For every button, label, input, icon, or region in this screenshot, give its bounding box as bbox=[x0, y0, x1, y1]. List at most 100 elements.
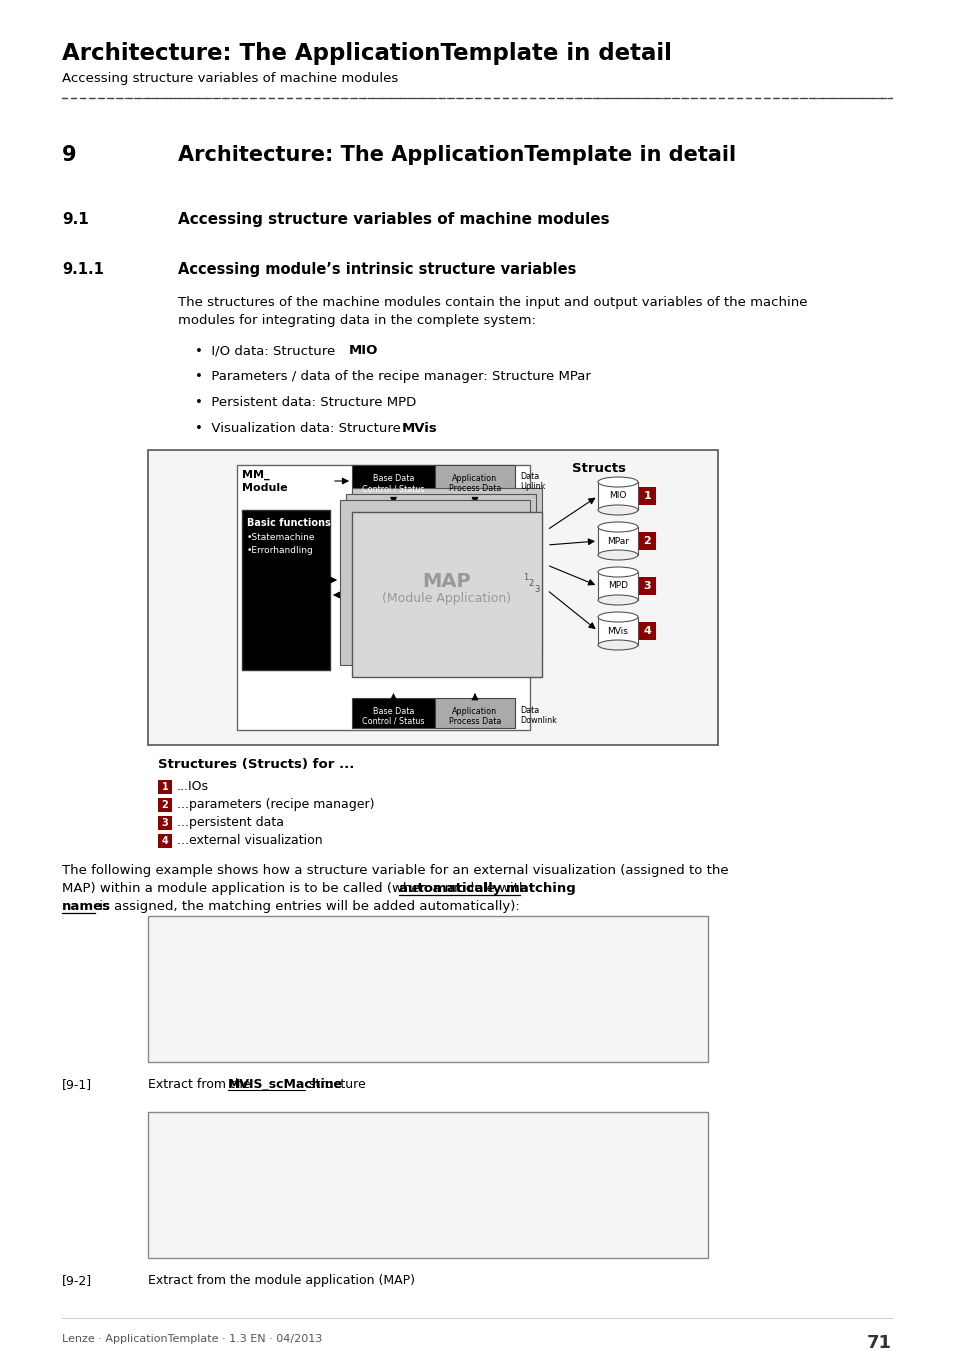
Text: Accessing structure variables of machine modules: Accessing structure variables of machine… bbox=[178, 212, 609, 227]
Bar bbox=[352, 698, 435, 728]
Text: MAP: MAP bbox=[422, 572, 471, 591]
Text: 9.1.1: 9.1.1 bbox=[62, 262, 104, 277]
Text: Uplink: Uplink bbox=[519, 482, 545, 491]
Text: MPD: MPD bbox=[607, 582, 627, 590]
Ellipse shape bbox=[598, 505, 638, 514]
Bar bbox=[639, 487, 656, 505]
Text: Architecture: The ApplicationTemplate in detail: Architecture: The ApplicationTemplate in… bbox=[62, 42, 671, 65]
Text: Base Data: Base Data bbox=[373, 707, 414, 716]
Bar bbox=[148, 1112, 707, 1258]
Text: is assigned, the matching entries will be added automatically):: is assigned, the matching entries will b… bbox=[95, 900, 519, 913]
Text: ...parameters (recipe manager): ...parameters (recipe manager) bbox=[177, 798, 375, 811]
Text: Application: Application bbox=[452, 707, 497, 716]
Text: The following example shows how a structure variable for an external visualizati: The following example shows how a struct… bbox=[62, 864, 728, 878]
Text: Architecture: The ApplicationTemplate in detail: Architecture: The ApplicationTemplate in… bbox=[178, 144, 736, 165]
Text: ...external visualization: ...external visualization bbox=[177, 834, 322, 846]
Text: Module: Module bbox=[242, 483, 287, 493]
Text: Accessing structure variables of machine modules: Accessing structure variables of machine… bbox=[62, 72, 397, 85]
Bar bbox=[598, 526, 638, 555]
Text: Accessing module’s intrinsic structure variables: Accessing module’s intrinsic structure v… bbox=[178, 262, 576, 277]
Text: modules for integrating data in the complete system:: modules for integrating data in the comp… bbox=[178, 315, 536, 327]
Ellipse shape bbox=[598, 549, 638, 560]
Bar bbox=[352, 464, 435, 497]
Text: 2: 2 bbox=[528, 579, 534, 587]
Bar bbox=[598, 482, 638, 510]
Text: •  Persistent data: Structure MPD: • Persistent data: Structure MPD bbox=[194, 396, 416, 409]
Text: Data: Data bbox=[519, 472, 538, 481]
Text: Structures (Structs) for ...: Structures (Structs) for ... bbox=[158, 757, 354, 771]
Bar bbox=[236, 464, 530, 730]
Text: Extract from the: Extract from the bbox=[148, 1079, 254, 1091]
Text: 4: 4 bbox=[643, 626, 651, 636]
Bar bbox=[339, 500, 530, 666]
Text: Extract from the module application (MAP): Extract from the module application (MAP… bbox=[148, 1274, 415, 1287]
Bar bbox=[346, 494, 536, 659]
Text: •Errorhandling: •Errorhandling bbox=[247, 545, 314, 555]
Bar bbox=[158, 815, 172, 830]
Bar bbox=[639, 576, 656, 595]
Text: MAP) within a module application is to be called (when a module with: MAP) within a module application is to b… bbox=[62, 882, 531, 895]
Text: 9: 9 bbox=[62, 144, 76, 165]
Bar bbox=[158, 780, 172, 794]
Text: Application: Application bbox=[452, 474, 497, 483]
Bar bbox=[435, 698, 515, 728]
Text: •  I/O data: Structure: • I/O data: Structure bbox=[194, 344, 339, 356]
Text: 4: 4 bbox=[161, 836, 168, 846]
Text: •Statemachine: •Statemachine bbox=[247, 533, 315, 541]
Text: 3: 3 bbox=[534, 585, 539, 594]
Bar bbox=[639, 622, 656, 640]
Text: ...persistent data: ...persistent data bbox=[177, 815, 284, 829]
Text: Process Data: Process Data bbox=[448, 717, 500, 726]
Text: Structs: Structs bbox=[572, 462, 625, 475]
Text: 2: 2 bbox=[643, 536, 651, 545]
Text: 3: 3 bbox=[161, 818, 168, 828]
Text: Control / Status: Control / Status bbox=[362, 485, 424, 493]
Ellipse shape bbox=[598, 477, 638, 487]
Text: MVIS_scMachine: MVIS_scMachine bbox=[228, 1079, 343, 1091]
Text: MVis: MVis bbox=[607, 626, 628, 636]
Text: MPar: MPar bbox=[606, 536, 628, 545]
Text: Base Data: Base Data bbox=[373, 474, 414, 483]
Text: 2: 2 bbox=[161, 801, 168, 810]
Text: Control / Status: Control / Status bbox=[362, 717, 424, 726]
Text: 1: 1 bbox=[161, 782, 168, 792]
Text: •  Parameters / data of the recipe manager: Structure MPar: • Parameters / data of the recipe manage… bbox=[194, 370, 590, 383]
Text: Data: Data bbox=[519, 706, 538, 716]
Bar bbox=[598, 572, 638, 599]
Bar bbox=[158, 798, 172, 811]
Text: automatically matching: automatically matching bbox=[398, 882, 576, 895]
Ellipse shape bbox=[598, 595, 638, 605]
Text: 3: 3 bbox=[643, 580, 651, 591]
Bar bbox=[148, 450, 718, 745]
Text: 9.1: 9.1 bbox=[62, 212, 89, 227]
Text: names: names bbox=[62, 900, 111, 913]
Ellipse shape bbox=[598, 567, 638, 576]
Text: MIO: MIO bbox=[349, 344, 378, 356]
Bar bbox=[158, 834, 172, 848]
Text: [9-1]: [9-1] bbox=[62, 1079, 92, 1091]
Ellipse shape bbox=[598, 612, 638, 622]
Text: The structures of the machine modules contain the input and output variables of : The structures of the machine modules co… bbox=[178, 296, 806, 309]
Text: Lenze · ApplicationTemplate · 1.3 EN · 04/2013: Lenze · ApplicationTemplate · 1.3 EN · 0… bbox=[62, 1334, 322, 1345]
Ellipse shape bbox=[598, 522, 638, 532]
Text: Process Data: Process Data bbox=[448, 485, 500, 493]
Text: •  Visualization data: Structure: • Visualization data: Structure bbox=[194, 423, 405, 435]
Text: MVis: MVis bbox=[401, 423, 437, 435]
Text: 71: 71 bbox=[866, 1334, 891, 1350]
Text: Basic functions:: Basic functions: bbox=[247, 518, 335, 528]
Ellipse shape bbox=[598, 640, 638, 649]
Text: structure: structure bbox=[305, 1079, 365, 1091]
Bar bbox=[639, 532, 656, 549]
Text: [9-2]: [9-2] bbox=[62, 1274, 92, 1287]
Text: MIO: MIO bbox=[609, 491, 626, 501]
Text: (Module Application): (Module Application) bbox=[382, 593, 511, 605]
Text: ...IOs: ...IOs bbox=[177, 780, 209, 792]
Text: 1: 1 bbox=[643, 491, 651, 501]
Bar bbox=[148, 917, 707, 1062]
Bar bbox=[435, 464, 515, 497]
Text: Downlink: Downlink bbox=[519, 716, 557, 725]
Bar bbox=[352, 512, 541, 676]
Bar bbox=[242, 510, 330, 670]
Text: 1: 1 bbox=[522, 572, 527, 582]
Text: MM_: MM_ bbox=[242, 470, 270, 481]
